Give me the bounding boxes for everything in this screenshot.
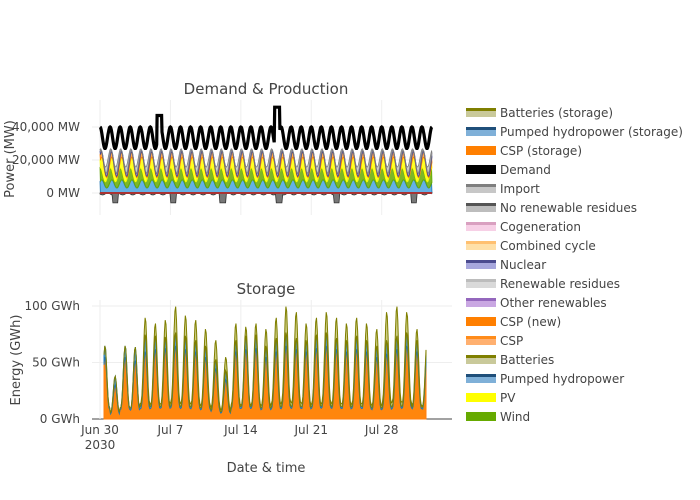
legend-swatch [466, 222, 496, 231]
legend-item[interactable]: CSP (storage) [464, 142, 700, 161]
legend-label: CSP [500, 334, 524, 348]
legend-item[interactable]: Batteries (storage) [464, 104, 700, 123]
legend-label: Import [500, 182, 540, 196]
legend-label: Combined cycle [500, 239, 596, 253]
legend-label: Other renewables [500, 296, 607, 310]
legend: Batteries (storage) Pumped hydropower (st… [464, 104, 700, 422]
legend-item[interactable]: PV [464, 389, 700, 408]
legend-swatch [466, 203, 496, 212]
legend-swatch [466, 298, 496, 307]
legend-item[interactable]: Other renewables [464, 294, 700, 313]
y-tick-label-bottom: 100 GWh [25, 299, 81, 313]
legend-item[interactable]: Demand [464, 161, 700, 180]
legend-label: Pumped hydropower (storage) [500, 125, 683, 139]
y-tick-label-top: 0 MW [46, 186, 80, 200]
y-tick-label-bottom: 50 GWh [32, 356, 80, 370]
legend-swatch [466, 241, 496, 250]
legend-label: Pumped hydropower [500, 372, 625, 386]
legend-item[interactable]: No renewable residues [464, 199, 700, 218]
legend-label: Renewable residues [500, 277, 620, 291]
legend-label: No renewable residues [500, 201, 637, 215]
legend-item[interactable]: Wind [464, 408, 700, 422]
legend-item[interactable]: Pumped hydropower (storage) [464, 123, 700, 142]
legend-swatch [466, 146, 496, 155]
y-tick-label-top: 20,000 MW [12, 153, 80, 167]
import-area [99, 148, 433, 175]
legend-item[interactable]: Nuclear [464, 256, 700, 275]
y-axis-label-top: Power (MW) [3, 120, 18, 198]
x-tick-label: Jul 7 [156, 423, 183, 437]
legend-label: CSP (storage) [500, 144, 582, 158]
legend-label: Batteries [500, 353, 555, 367]
chart-title-storage: Storage [237, 280, 296, 298]
legend-item[interactable]: CSP [464, 332, 700, 351]
y-axis-top: 0 MW 20,000 MW 40,000 MW [12, 120, 80, 200]
legend-label: Nuclear [500, 258, 547, 272]
legend-item[interactable]: Renewable residues [464, 275, 700, 294]
legend-swatch [466, 165, 496, 174]
x-tick-label-year: 2030 [85, 438, 116, 452]
legend-item[interactable]: Pumped hydropower [464, 370, 700, 389]
series-layers-bottom [103, 306, 427, 420]
legend-swatch [466, 127, 496, 136]
legend-label: Demand [500, 163, 551, 177]
legend-swatch [466, 317, 496, 326]
legend-item[interactable]: Combined cycle [464, 237, 700, 256]
legend-item[interactable]: CSP (new) [464, 313, 700, 332]
legend-swatch [466, 108, 496, 117]
series-layers-top [98, 105, 434, 204]
legend-label: Batteries (storage) [500, 106, 614, 120]
legend-item[interactable]: Cogeneration [464, 218, 700, 237]
y-axis-bottom: 0 GWh 50 GWh 100 GWh [25, 299, 81, 426]
legend-swatch [466, 260, 496, 269]
legend-swatch [466, 393, 496, 402]
x-axis-label: Date & time [227, 461, 306, 476]
storage-charging-area [99, 192, 433, 204]
legend-swatch [466, 355, 496, 364]
legend-swatch [466, 336, 496, 345]
y-axis-label-bottom: Energy (GWh) [9, 315, 24, 406]
legend-label: Cogeneration [500, 220, 581, 234]
x-tick-label: Jul 21 [293, 423, 328, 437]
legend-swatch [466, 412, 496, 421]
batteries-storage-area [103, 306, 427, 414]
legend-item[interactable]: Batteries [464, 351, 700, 370]
demand-line [98, 105, 434, 150]
legend-item[interactable]: Import [464, 180, 700, 199]
legend-swatch [466, 279, 496, 288]
chart-title-demand: Demand & Production [184, 80, 349, 98]
y-tick-label-top: 40,000 MW [12, 120, 80, 134]
y-tick-label-bottom: 0 GWh [40, 412, 80, 426]
legend-swatch [466, 374, 496, 383]
legend-swatch [466, 184, 496, 193]
legend-label: CSP (new) [500, 315, 562, 329]
legend-label: Wind [500, 410, 531, 422]
x-tick-label: Jul 14 [223, 423, 258, 437]
x-tick-label: Jun 30 [80, 423, 119, 437]
x-tick-label: Jul 28 [364, 423, 399, 437]
legend-label: PV [500, 391, 516, 405]
